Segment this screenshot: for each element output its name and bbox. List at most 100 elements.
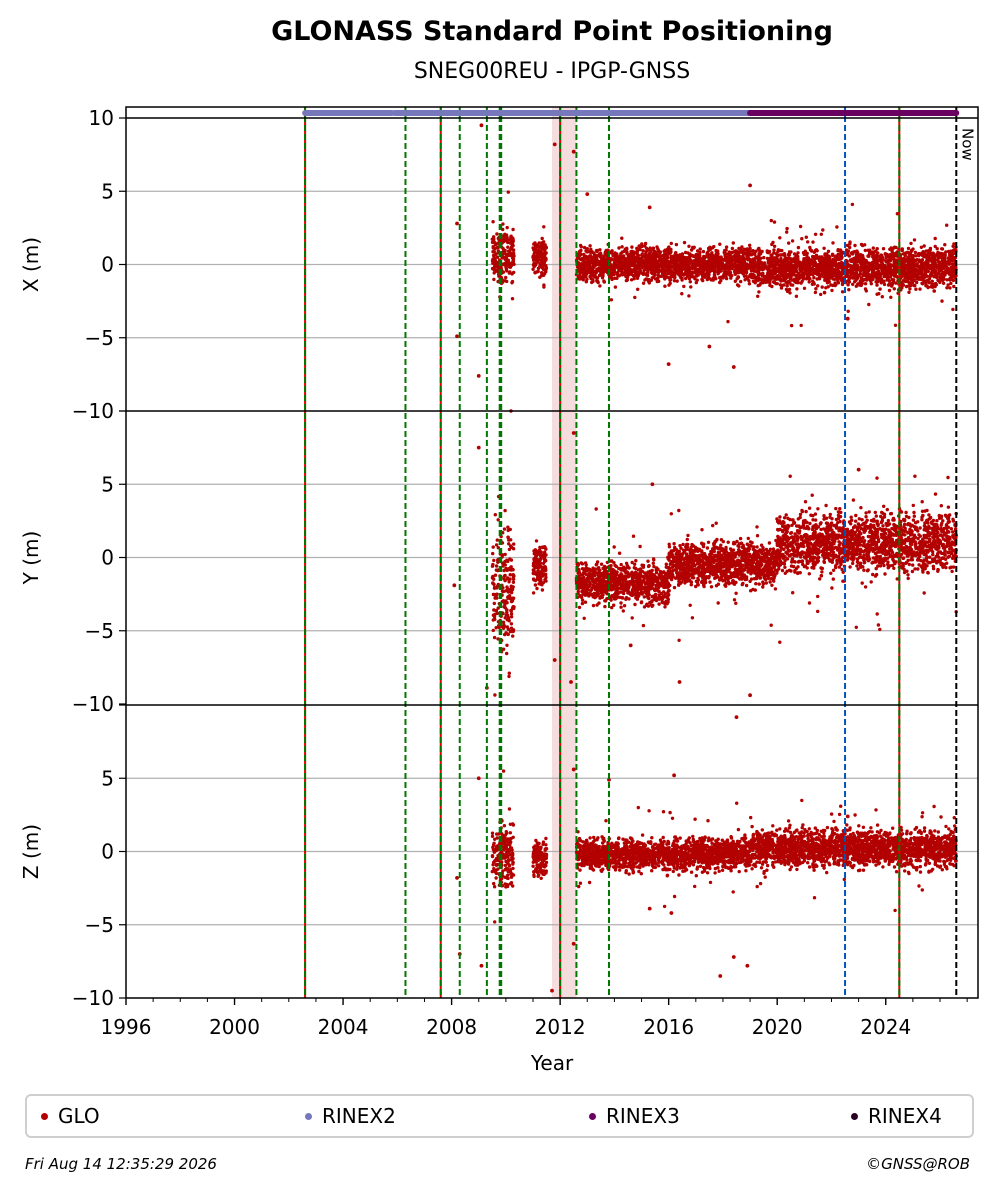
y-tick-label: 0 <box>101 840 114 864</box>
data-point <box>582 252 586 257</box>
data-point <box>644 246 649 250</box>
data-point <box>653 270 657 274</box>
data-point <box>509 612 514 616</box>
data-point <box>504 265 508 269</box>
data-point <box>625 278 629 282</box>
data-point <box>591 278 595 282</box>
data-point <box>927 277 932 281</box>
data-point <box>505 269 509 273</box>
data-point <box>602 279 606 283</box>
data-point <box>629 278 634 282</box>
data-point <box>535 250 539 254</box>
data-point <box>785 226 789 231</box>
data-point <box>497 625 501 630</box>
data-point <box>491 220 495 224</box>
data-point <box>840 282 845 287</box>
data-point <box>779 286 784 290</box>
data-point <box>928 274 932 278</box>
data-point <box>858 279 862 283</box>
data-point <box>884 269 888 273</box>
data-point <box>739 279 743 284</box>
data-point <box>718 242 722 246</box>
data-point <box>695 273 699 277</box>
data-point <box>920 270 924 275</box>
data-point <box>674 259 678 263</box>
data-point <box>638 247 642 252</box>
data-point <box>777 259 781 263</box>
data-point <box>620 236 624 240</box>
data-point <box>884 274 888 279</box>
data-point <box>856 282 860 286</box>
data-point <box>603 258 607 262</box>
data-point <box>593 269 597 274</box>
data-point <box>729 256 733 260</box>
data-point <box>653 253 657 257</box>
data-point <box>721 274 726 278</box>
data-point <box>948 286 952 290</box>
data-point <box>617 551 622 555</box>
data-point <box>770 284 774 289</box>
data-point <box>951 307 955 312</box>
data-point <box>729 260 733 264</box>
data-point <box>511 248 516 252</box>
data-point <box>544 251 548 255</box>
data-point <box>587 574 592 578</box>
data-point <box>787 264 791 269</box>
data-point <box>687 244 691 248</box>
data-point <box>533 583 538 587</box>
data-point <box>534 539 539 543</box>
data-point <box>505 643 509 647</box>
data-point <box>809 249 814 253</box>
data-point <box>837 252 842 256</box>
data-point <box>615 594 619 599</box>
data-point <box>827 270 831 275</box>
data-point <box>647 281 651 285</box>
data-point <box>862 261 866 265</box>
data-point <box>821 256 825 260</box>
data-point <box>791 273 795 277</box>
data-point <box>681 265 685 269</box>
data-point <box>494 626 498 630</box>
data-point <box>874 262 878 266</box>
data-point <box>864 270 868 274</box>
data-point <box>542 240 546 244</box>
data-point <box>511 251 516 255</box>
data-point <box>494 543 499 547</box>
data-point <box>617 258 621 263</box>
data-point <box>800 237 804 241</box>
data-point <box>745 254 749 258</box>
data-point <box>833 260 838 264</box>
data-point <box>923 269 928 273</box>
data-point <box>798 273 802 277</box>
data-point <box>495 255 500 259</box>
data-point <box>506 528 510 533</box>
data-point <box>742 257 746 261</box>
data-point <box>664 562 668 566</box>
data-point <box>505 610 509 614</box>
data-point <box>540 583 544 587</box>
data-point <box>680 278 684 282</box>
data-point <box>766 261 770 265</box>
data-point <box>794 261 798 266</box>
data-point <box>817 277 822 281</box>
data-point <box>594 563 598 567</box>
data-point <box>830 288 834 293</box>
data-point <box>892 278 896 282</box>
data-point <box>766 267 770 271</box>
data-point <box>580 257 585 262</box>
data-point <box>932 261 936 265</box>
data-point <box>531 591 536 595</box>
y-tick-label: 5 <box>101 179 114 203</box>
data-point <box>944 264 948 268</box>
y-tick-label: 0 <box>101 546 114 570</box>
data-point <box>913 250 918 255</box>
data-point <box>933 282 937 286</box>
data-point <box>801 251 806 255</box>
data-point <box>862 273 867 277</box>
data-point <box>807 270 811 275</box>
data-point <box>540 588 545 592</box>
data-point <box>655 276 660 280</box>
data-point <box>889 256 893 260</box>
chart-subtitle: SNEG00REU - IPGP-GNSS <box>413 59 691 84</box>
data-point <box>951 249 955 253</box>
